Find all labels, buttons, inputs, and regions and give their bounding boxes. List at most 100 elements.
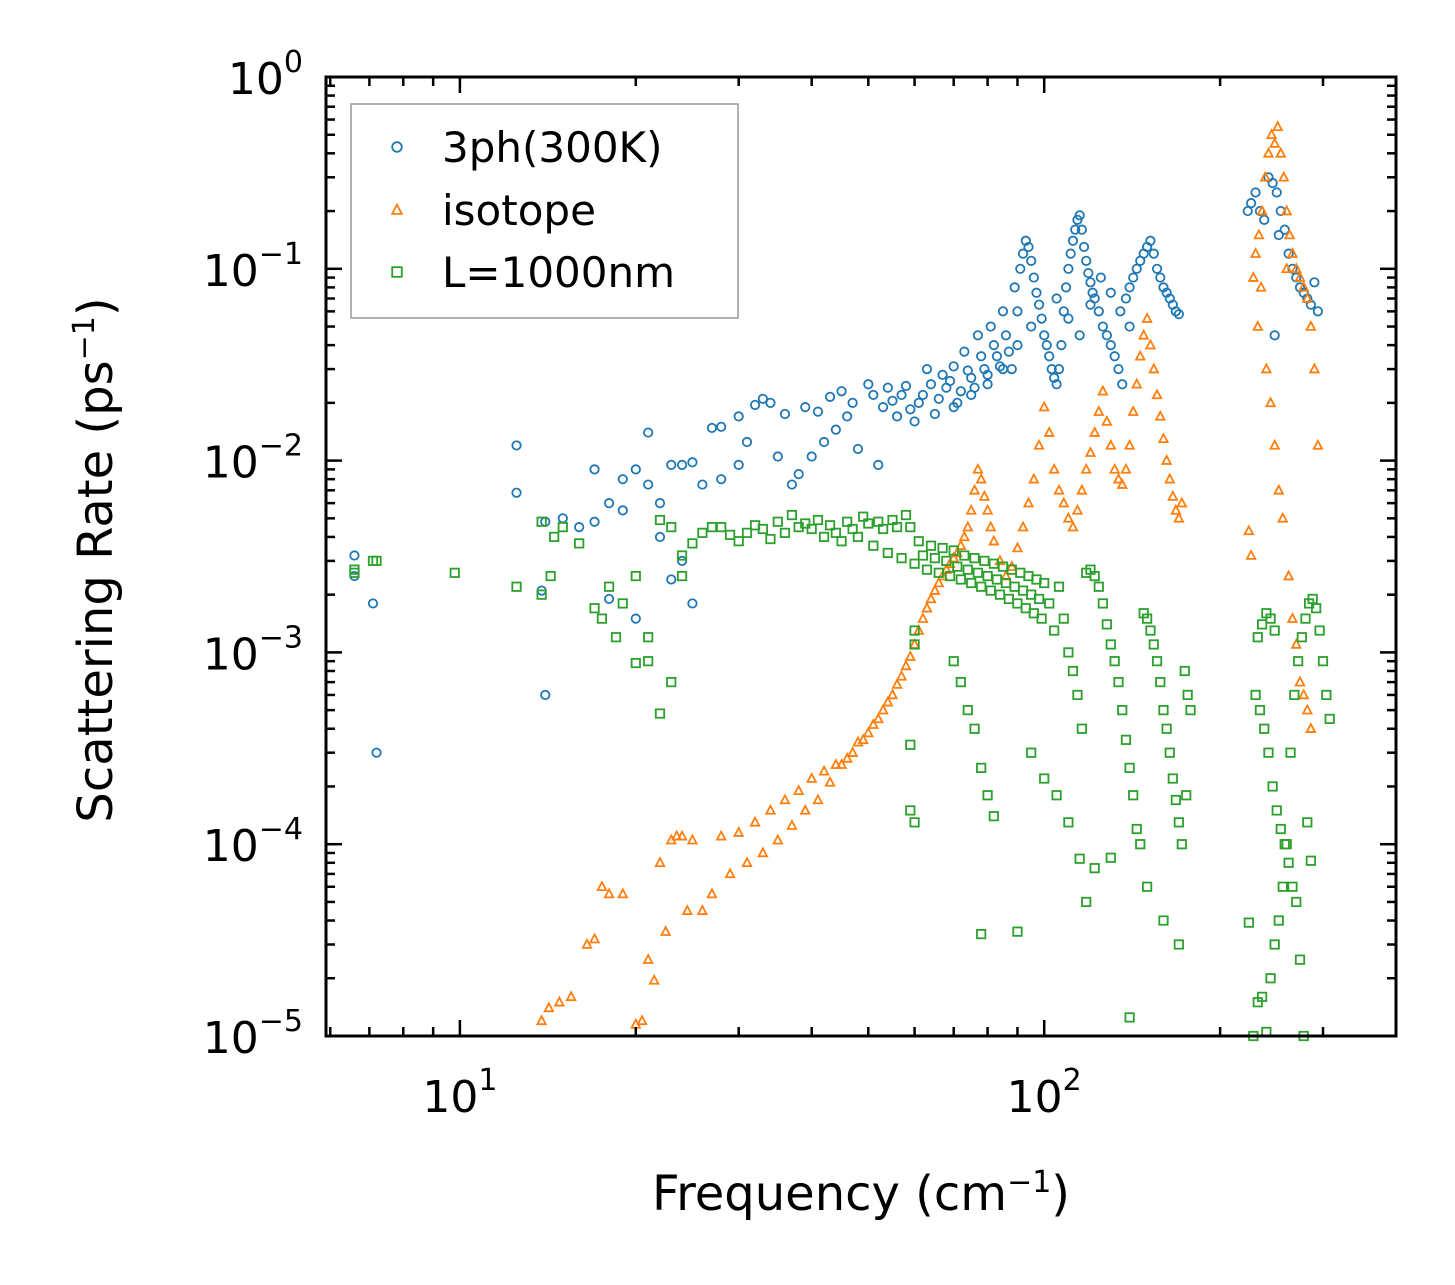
data-point-circle [697,479,708,490]
ticks-layer [326,75,1398,1038]
data-point-square [1267,781,1278,792]
data-point-triangle [948,551,960,563]
data-point-square [955,574,966,585]
data-point-square [1093,581,1104,592]
data-point-square [1311,603,1322,614]
data-point-circle [1063,263,1074,274]
data-point-triangle [1148,362,1160,374]
data-point-circle [997,306,1009,317]
data-point-circle [873,459,884,470]
data-point-square [757,523,768,535]
data-point-circle [1279,224,1290,235]
y-tick-label: 10−5 [203,1004,303,1064]
data-point-square [1142,881,1153,892]
data-point-square [1128,790,1139,801]
data-point-square [716,522,727,533]
data-point-triangle [1297,280,1310,292]
data-point-circle [1085,299,1096,310]
data-point-square [1185,705,1196,716]
data-point-circle [1312,306,1323,317]
data-point-circle [1026,321,1037,332]
data-point-triangle [936,569,949,581]
data-point-square [654,708,666,719]
data-point-square [1151,656,1163,667]
data-point-triangle [1038,400,1050,412]
data-point-square [687,538,698,549]
data-point-square [1097,598,1108,609]
data-point-triangle [1282,569,1295,581]
data-point-circle [793,469,804,480]
data-point-triangle [1154,409,1166,421]
data-point-circle [1109,351,1120,362]
data-point-square [882,547,893,559]
data-point-triangle [1305,722,1317,733]
data-point-square [972,567,983,578]
data-point-triangle [1243,524,1255,536]
data-point-square [824,520,836,531]
data-point-square [1067,665,1079,677]
data-point-circle [1053,363,1065,375]
data-point-triangle [1033,438,1045,450]
data-point-square [1265,613,1276,624]
data-point-triangle [757,846,769,858]
data-point-triangle [1157,432,1170,444]
data-point-square [1026,747,1037,758]
data-point-triangle [1294,271,1306,282]
data-point-square [765,533,776,545]
data-point-circle [852,443,864,455]
data-point-circle [676,555,688,566]
data-point-square [877,523,889,535]
data-point-circle [900,380,912,392]
data-point-square [1321,689,1332,701]
data-point-circle [772,451,783,462]
y-tick-label: 10−1 [203,237,303,297]
data-point-circle [666,574,677,585]
data-point-circle [913,397,924,408]
data-point-square [994,589,1006,600]
data-point-square [1277,881,1288,892]
data-point-circle [842,411,853,422]
data-point-triangle [1080,462,1092,474]
data-point-square [962,564,973,575]
data-point-circle [779,408,791,420]
data-point-circle [863,379,874,390]
data-point-circle [1074,330,1085,341]
data-point-square [1051,790,1062,801]
data-point-square [603,581,615,592]
data-point-square [1173,817,1184,828]
data-point-square [905,522,916,533]
data-point-square [905,805,916,816]
data-point-square [724,529,736,540]
data-point-circle [937,369,948,380]
x-tick-label: 102 [1007,1063,1082,1123]
data-point-circle [1056,340,1067,351]
data-point-triangle [706,887,718,899]
data-point-circle [836,386,847,397]
data-point-circle [1246,198,1257,209]
data-point-square [858,511,869,522]
data-point-square [1324,713,1335,725]
data-point-square [979,555,990,566]
data-point-square [1155,677,1166,688]
data-point-square [1254,705,1266,716]
data-point-circle [603,498,615,509]
data-point-triangle [732,826,745,837]
data-point-square [800,518,811,529]
data-point-triangle [1053,483,1065,495]
tick-labels: 101 102 100 10−1 10−2 10−3 10−4 10−5 [203,45,1082,1123]
marks-layer [349,120,1335,1042]
data-point-circle [1117,379,1128,390]
y-axis-label: Scattering Rate (ps−1) [67,297,124,822]
data-point-circle [733,459,744,470]
data-point-circle [1063,313,1074,324]
data-point-triangle [1141,312,1153,323]
data-point-circle [757,393,768,404]
data-point-triangle [1101,414,1113,426]
data-point-square [1089,570,1100,582]
data-point-square [929,553,940,564]
data-point-square [985,585,996,596]
data-point-circle [1049,372,1060,383]
data-point-circle [1131,263,1142,274]
data-point-square [1164,747,1175,758]
data-point-circle [1078,241,1090,253]
